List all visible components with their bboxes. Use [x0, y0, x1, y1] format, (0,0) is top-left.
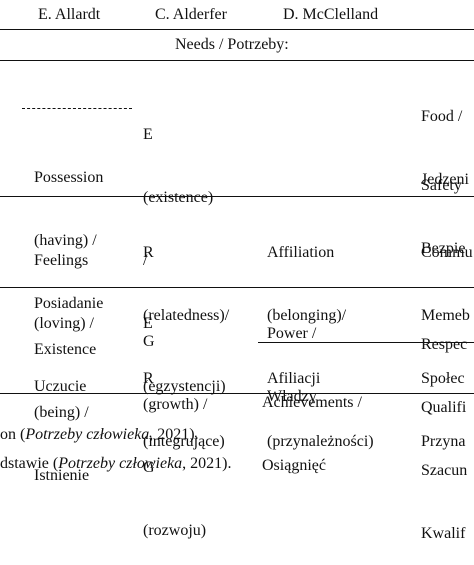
existence-last-cell: Respec Qualifi Szacun Kwalif: [421, 292, 467, 565]
possession-alderfer-line4: E: [143, 315, 153, 332]
feelings-mcclelland-line4: (przynależności): [267, 433, 374, 450]
feelings-mcclelland-line2: (belonging)/: [267, 307, 347, 324]
source-line-1: on (Potrzeby człowieka, 2021).: [0, 424, 199, 445]
feelings-alderfer-line1: R: [143, 244, 154, 261]
possession-allardt-line3: Posiadanie: [34, 295, 104, 312]
feelings-last-line1: Commu: [421, 244, 473, 261]
existence-allardt-line2: (being) /: [34, 404, 89, 421]
feelings-allardt-line2: (loving) /: [34, 315, 94, 332]
existence-last-line4: Kwalif: [421, 525, 466, 542]
existence-mcclelland-bottom-line2: Osiągnięć: [262, 457, 326, 474]
existence-allardt-cell: Existence (being) / Istnienie: [34, 297, 96, 507]
existence-alderfer-line1: G: [143, 333, 155, 350]
feelings-last-line4: Przyna: [421, 433, 466, 450]
source-line-1-prefix: on (: [0, 426, 26, 443]
existence-last-line3: Szacun: [421, 462, 468, 479]
existence-last-line1: Respec: [421, 336, 468, 353]
source-line-1-suffix: , 2021).: [149, 426, 199, 443]
source-line-2-prefix: dstawie (: [0, 455, 59, 472]
feelings-alderfer-cell: R (relatedness)/ R (integrujące): [143, 200, 229, 473]
header-allardt: E. Allardt: [38, 6, 101, 23]
feelings-alderfer-line3: R: [143, 370, 154, 387]
feelings-last-cell: Commu Memeb Społec Przyna: [421, 200, 473, 473]
possession-last-bottom-line1: Safety: [421, 177, 462, 194]
header-mcclelland: D. McClelland: [283, 6, 379, 23]
possession-alderfer-cell: E (existence) / E (egzystencji): [143, 82, 226, 418]
existence-mcclelland-bottom-cell: Achievements / Osiągnięć: [262, 350, 362, 497]
source-line-1-title: Potrzeby człowieka: [25, 426, 150, 443]
needs-rule: [0, 60, 474, 61]
feelings-mcclelland-line1: Affiliation: [267, 244, 335, 261]
existence-last-line2: Qualifi: [421, 399, 467, 416]
feelings-mcclelland-cell: Affiliation (belonging)/ Afiliacji (przy…: [267, 200, 374, 473]
possession-alderfer-line5: (egzystencji): [143, 378, 226, 395]
feelings-last-line3: Społec: [421, 370, 465, 387]
possession-alderfer-line1: E: [143, 126, 153, 143]
feelings-allardt-line1: Feelings: [34, 252, 89, 269]
existence-alderfer-line2: (growth) /: [143, 396, 208, 413]
header-alderfer: C. Alderfer: [155, 6, 227, 23]
possession-rule: [0, 196, 474, 197]
existence-alderfer-line4: (rozwoju): [143, 522, 207, 539]
existence-mcclelland-divider: [258, 342, 474, 343]
source-line-2-suffix: , 2021).: [182, 455, 232, 472]
feelings-mcclelland-line3: Afiliacji: [267, 370, 321, 387]
feelings-allardt-line3: Uczucie: [34, 378, 87, 395]
possession-last-bottom-line2: Bezpie: [421, 240, 466, 257]
feelings-alderfer-line4: (integrujące): [143, 433, 225, 450]
existence-mcclelland-bottom-line1: Achievements /: [262, 394, 362, 411]
feelings-allardt-cell: Feelings (loving) / Uczucie: [34, 208, 94, 418]
source-line-2-title: Potrzeby człowieka: [58, 455, 183, 472]
table-bottom-rule: [0, 393, 474, 394]
possession-alderfer-line2: (existence): [143, 189, 214, 206]
existence-mcclelland-top-cell: Power / Władzy: [267, 281, 317, 428]
possession-last-top-cell: Food / Jedzeni: [421, 64, 469, 211]
header-rule: [0, 29, 474, 30]
possession-dashed-separator: [22, 108, 132, 109]
source-line-2: dstawie (Potrzeby człowieka, 2021).: [0, 453, 232, 474]
possession-allardt-line1: Possession: [34, 169, 104, 186]
possession-last-bottom-cell: Safety Bezpie: [421, 133, 465, 280]
existence-mcclelland-top-line2: Władzy: [267, 388, 317, 405]
possession-last-top-line1: Food /: [421, 108, 463, 125]
possession-allardt-line2: (having) /: [34, 232, 97, 249]
possession-last-top-line2: Jedzeni: [421, 171, 469, 188]
possession-allardt-cell: Possession (having) / Posiadanie: [34, 125, 103, 335]
feelings-rule: [0, 287, 474, 288]
feelings-last-line2: Memeb: [421, 307, 470, 324]
existence-alderfer-line3: G: [143, 459, 155, 476]
existence-mcclelland-top-line1: Power /: [267, 325, 317, 342]
possession-alderfer-line3: /: [143, 252, 148, 269]
existence-allardt-line1: Existence: [34, 341, 97, 358]
needs-label: Needs / Potrzeby:: [175, 36, 289, 53]
feelings-alderfer-line2: (relatedness)/: [143, 307, 230, 324]
